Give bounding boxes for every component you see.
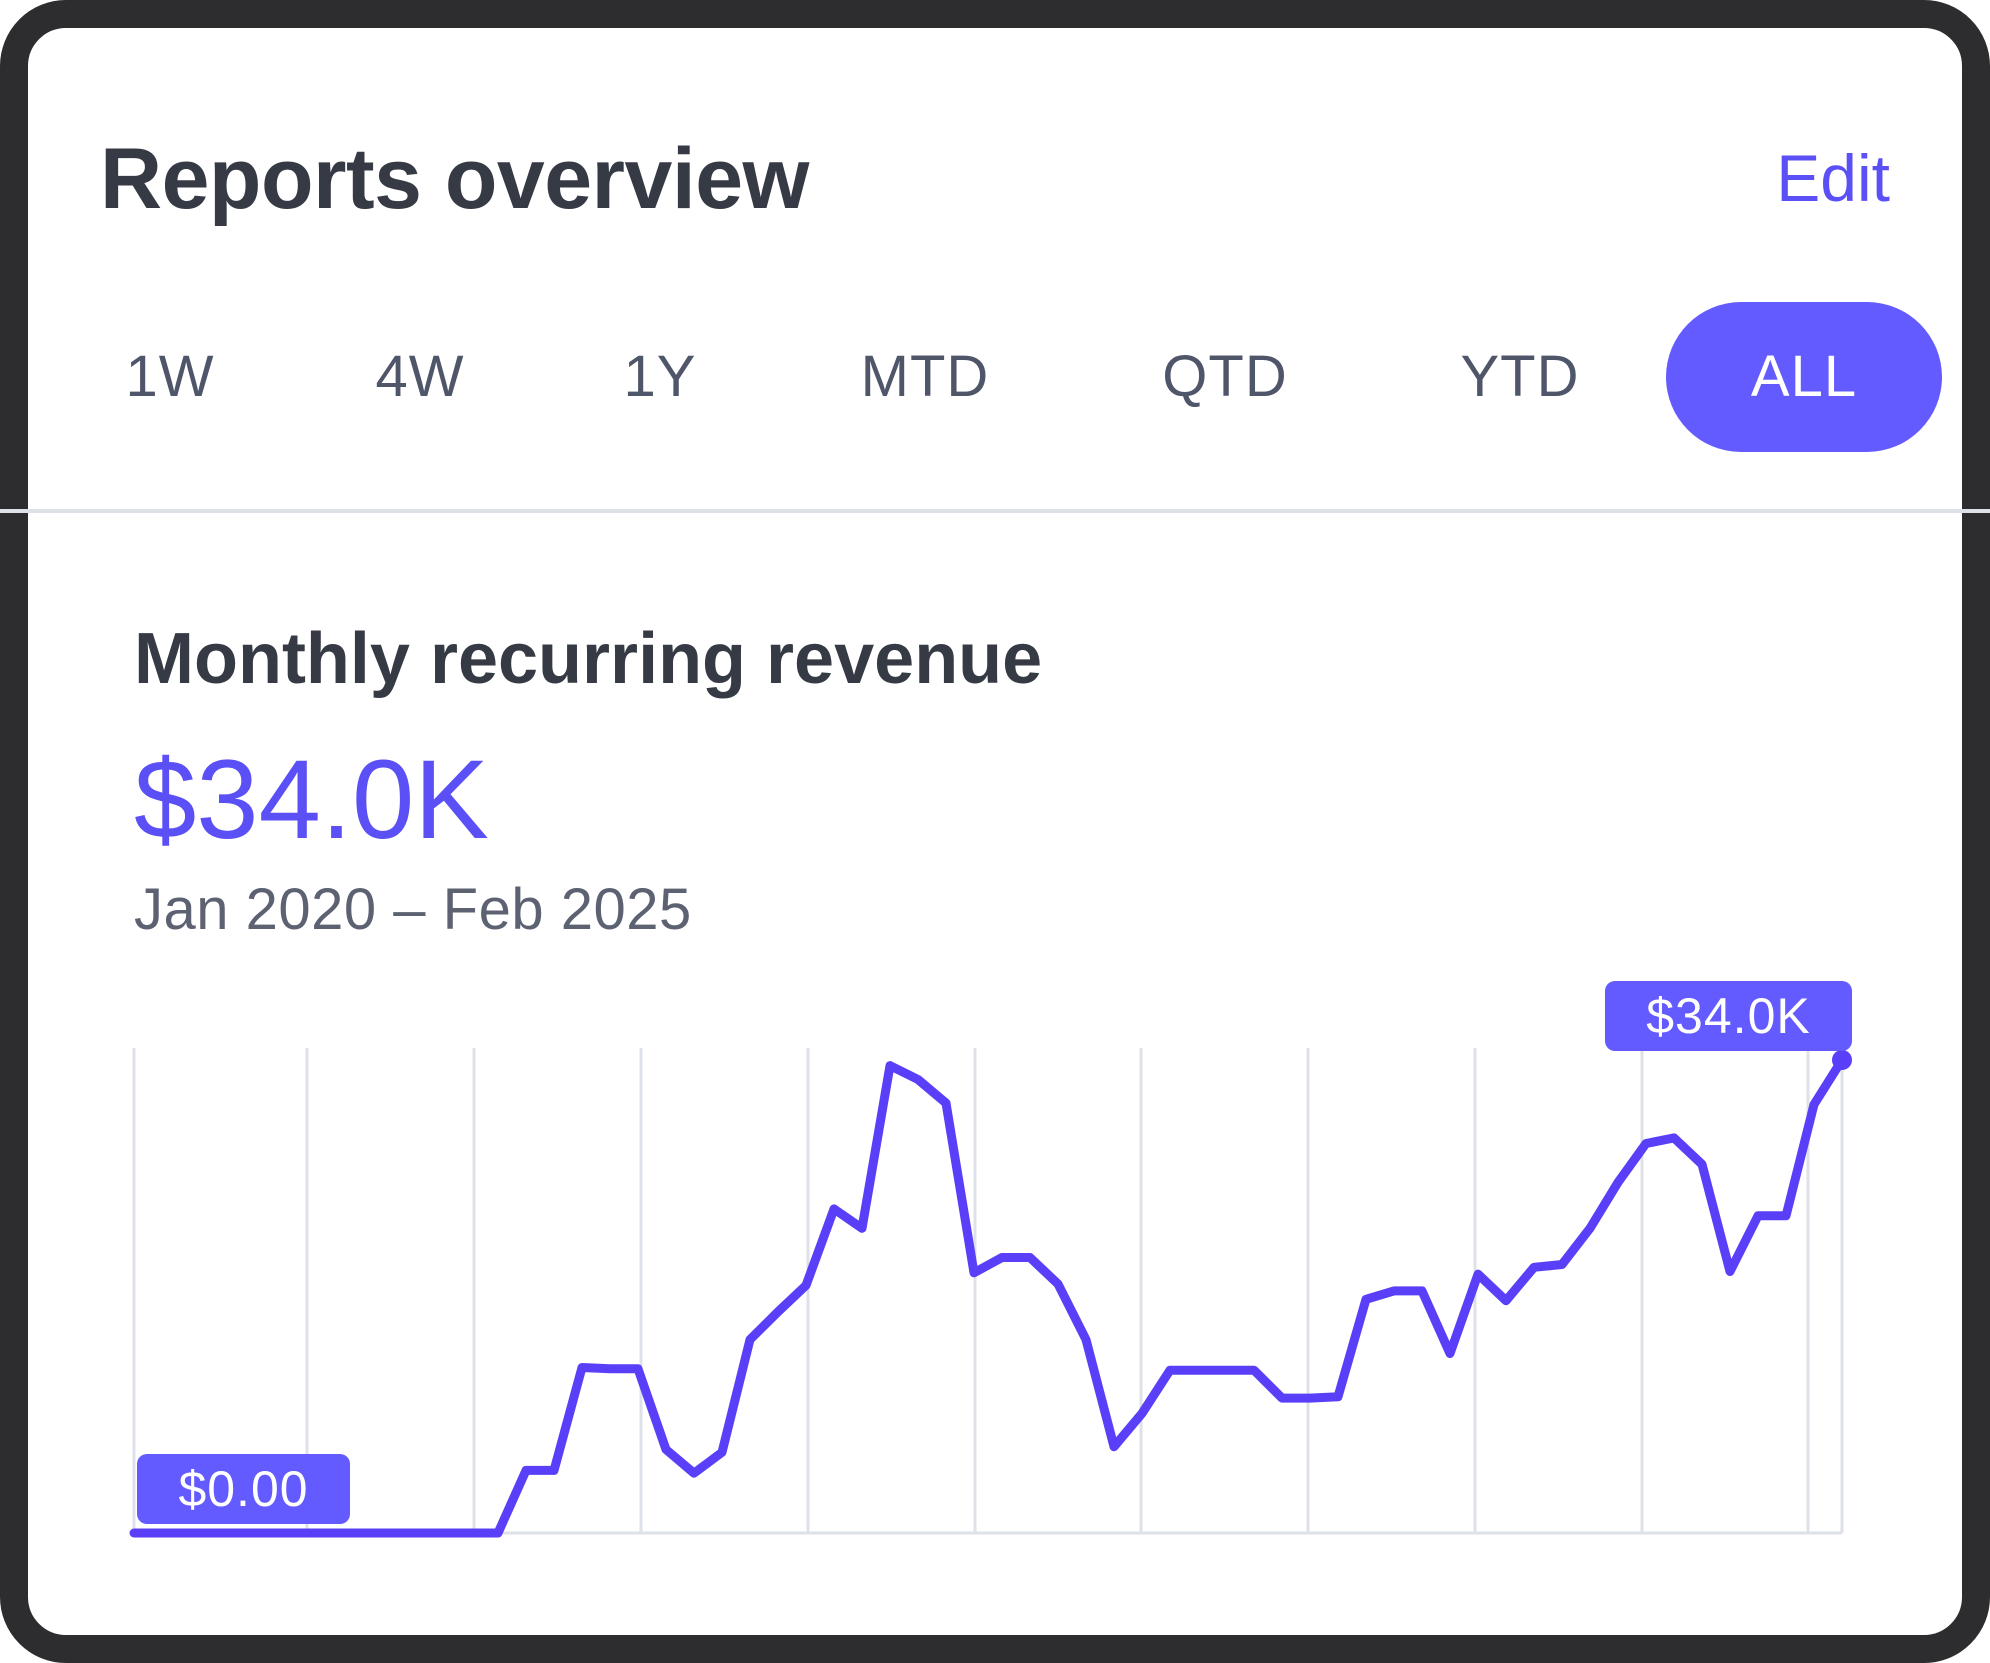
tab-ytd[interactable]: YTD (1460, 344, 1580, 409)
mrr-series-line (129, 1055, 1847, 1538)
tab-1y[interactable]: 1Y (623, 344, 697, 409)
series-end-point (1832, 1050, 1852, 1070)
tab-all[interactable]: ALL (1666, 302, 1942, 452)
tab-1w[interactable]: 1W (125, 344, 215, 409)
tab-4w[interactable]: 4W (375, 344, 465, 409)
metric-date-range: Jan 2020 – Feb 2025 (134, 877, 692, 942)
min-value-badge: $0.00 (137, 1454, 350, 1524)
page-title: Reports overview (100, 131, 809, 227)
chart-svg (129, 1048, 1852, 1538)
tab-qtd[interactable]: QTD (1162, 344, 1288, 409)
mrr-line-chart[interactable] (0, 960, 1990, 1580)
time-range-tabs: 1W 4W 1Y MTD QTD YTD ALL (0, 302, 1990, 452)
tab-mtd[interactable]: MTD (860, 344, 990, 409)
card-header: Reports overview Edit (100, 130, 1890, 230)
max-value-badge: $34.0K (1605, 981, 1852, 1051)
edit-button[interactable]: Edit (1776, 141, 1890, 215)
metric-value: $34.0K (134, 737, 489, 862)
metric-title: Monthly recurring revenue (134, 619, 1043, 699)
divider (0, 509, 1990, 513)
